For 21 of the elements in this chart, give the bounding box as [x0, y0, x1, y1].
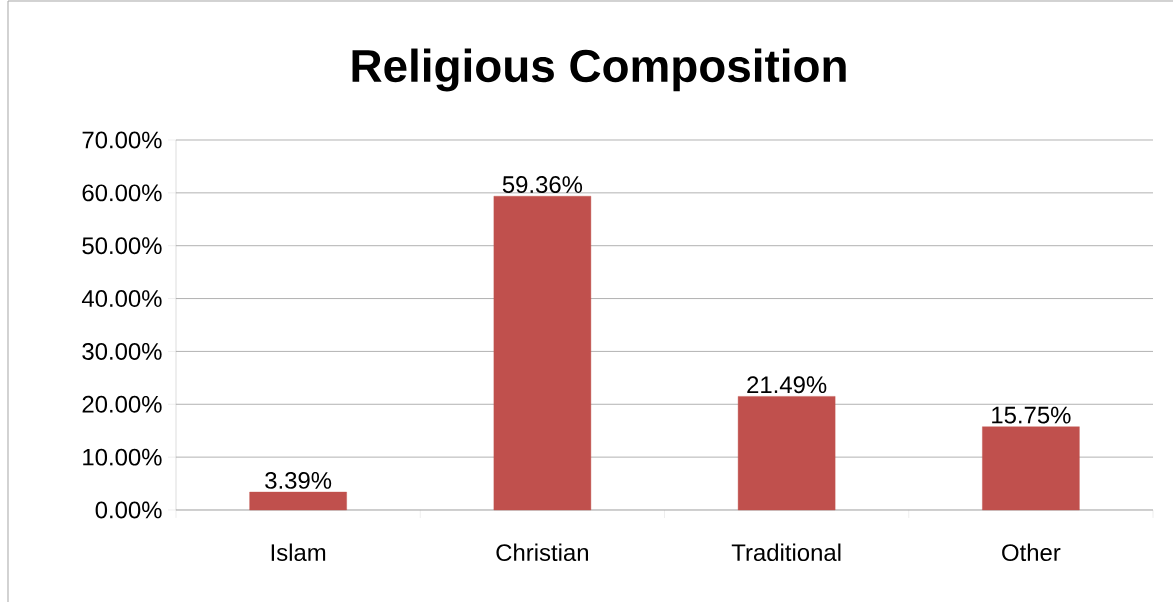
bar [982, 426, 1080, 511]
data-label: 59.36% [502, 176, 583, 194]
y-tick-label: 50.00% [82, 237, 162, 255]
y-tick-label: 0.00% [95, 501, 162, 519]
x-tick-label: Islam [271, 543, 326, 562]
chart-title: Religious Composition [352, 48, 846, 92]
x-tick-label: Christian [496, 543, 588, 562]
bar [249, 491, 347, 511]
y-tick-label: 30.00% [82, 342, 162, 360]
data-label: 21.49% [747, 376, 827, 394]
data-label: 15.75% [992, 406, 1071, 424]
y-tick-label: 20.00% [82, 395, 162, 413]
y-tick-label: 60.00% [82, 184, 162, 202]
bar [493, 196, 592, 511]
y-tick-label: 40.00% [81, 290, 162, 308]
x-tick-label: Other [1002, 543, 1061, 562]
data-label: 3.39% [265, 471, 332, 489]
x-tick-label: Traditional [731, 543, 841, 562]
bar [737, 396, 836, 511]
y-tick-label: 70.00% [82, 131, 162, 149]
y-tick-label: 10.00% [83, 448, 162, 466]
